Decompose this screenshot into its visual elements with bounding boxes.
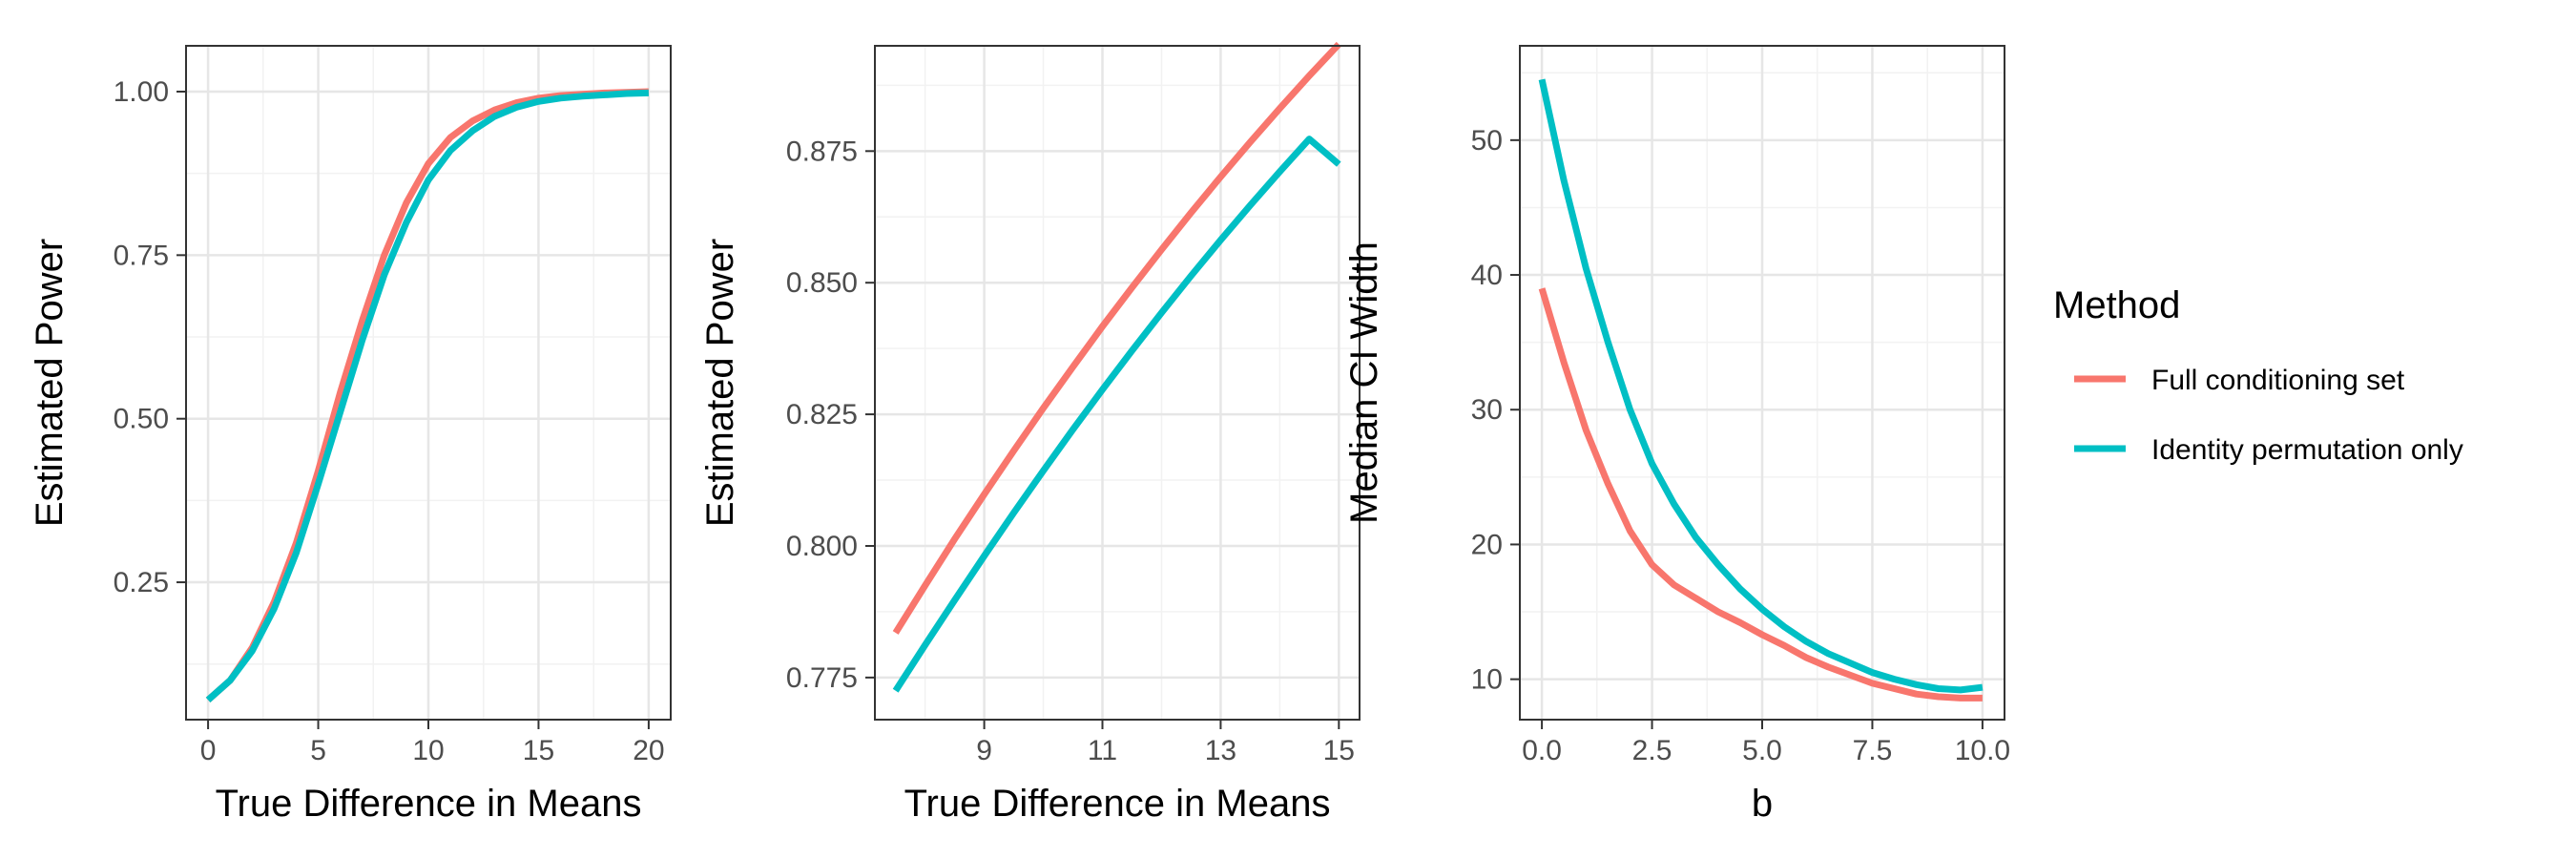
x-tick-label: 10.0 bbox=[1955, 735, 2010, 766]
panel-1: 0 5 10 15 20 0.25 0.50 0.75 1.00 True Difference … bbox=[29, 45, 672, 825]
x-tick-label: 11 bbox=[1088, 735, 1117, 766]
y-tick-label: 1.00 bbox=[114, 76, 169, 108]
panel-2: 9 11 13 15 0.775 0.800 0.825 0.850 0.875 True Dif… bbox=[699, 41, 1361, 825]
x-tick-label: 7.5 bbox=[1853, 735, 1893, 766]
x-axis-title: b bbox=[1752, 783, 1773, 825]
y-tick-label: 30 bbox=[1471, 394, 1503, 426]
legend-label-full-conditioning: Full conditioning set bbox=[2151, 365, 2405, 396]
y-tick-label: 10 bbox=[1471, 664, 1503, 696]
y-axis-title: Estimated Power bbox=[699, 239, 741, 527]
y-axis-title: Median CI Width bbox=[1343, 241, 1385, 524]
legend-label-identity-permutation: Identity permutation only bbox=[2151, 434, 2463, 466]
x-tick-label: 10 bbox=[412, 735, 444, 766]
panel-3: 0.0 2.5 5.0 7.5 10.0 10 20 30 40 50 b Median CI Wid… bbox=[1343, 45, 2010, 825]
y-tick-label: 0.50 bbox=[114, 404, 169, 435]
x-tick-label: 2.5 bbox=[1632, 735, 1672, 766]
x-axis-title: True Difference in Means bbox=[904, 783, 1331, 825]
y-tick-label: 50 bbox=[1471, 125, 1503, 157]
series-line-full bbox=[1538, 287, 1983, 702]
y-tick-label: 0.25 bbox=[114, 567, 169, 598]
y-tick-label: 0.75 bbox=[114, 240, 169, 271]
x-tick-label: 20 bbox=[633, 735, 664, 766]
x-tick-label: 5 bbox=[310, 735, 326, 766]
y-tick-label: 0.825 bbox=[786, 399, 858, 430]
series-line-identity bbox=[1538, 78, 1984, 694]
legend-title: Method bbox=[2053, 284, 2180, 326]
x-tick-label: 15 bbox=[1323, 735, 1355, 766]
panel-background bbox=[875, 46, 1360, 720]
x-tick-label: 0.0 bbox=[1522, 735, 1562, 766]
x-tick-label: 13 bbox=[1205, 735, 1236, 766]
y-axis-title: Estimated Power bbox=[29, 239, 71, 527]
x-tick-label: 9 bbox=[976, 735, 992, 766]
legend: Method Full conditioning set Identity pe… bbox=[2053, 284, 2463, 466]
y-tick-label: 0.800 bbox=[786, 531, 858, 562]
y-tick-label: 0.875 bbox=[786, 136, 858, 167]
y-tick-label: 0.775 bbox=[786, 662, 858, 694]
x-tick-label: 5.0 bbox=[1742, 735, 1782, 766]
x-axis-title: True Difference in Means bbox=[216, 783, 642, 825]
y-tick-label: 20 bbox=[1471, 529, 1503, 560]
y-tick-label: 0.850 bbox=[786, 267, 858, 299]
x-tick-label: 0 bbox=[200, 735, 217, 766]
panel-border bbox=[874, 45, 1361, 721]
y-tick-label: 40 bbox=[1471, 260, 1503, 291]
series-line-full bbox=[892, 41, 1341, 635]
x-tick-label: 15 bbox=[523, 735, 554, 766]
panels: 0 5 10 15 20 0.25 0.50 0.75 1.00 True Difference … bbox=[29, 41, 2010, 825]
series-line-identity bbox=[205, 89, 649, 703]
series-line-identity bbox=[892, 136, 1341, 693]
